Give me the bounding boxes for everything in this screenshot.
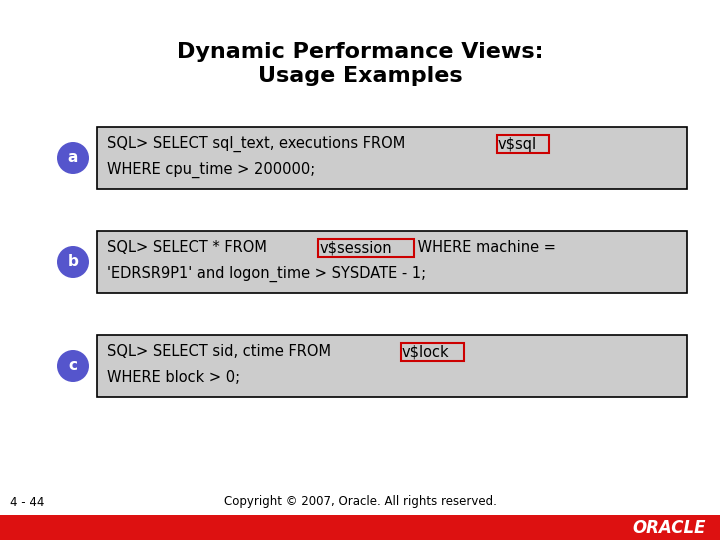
Text: v$lock: v$lock <box>402 345 449 360</box>
Text: c: c <box>68 359 78 374</box>
FancyBboxPatch shape <box>0 515 720 540</box>
FancyBboxPatch shape <box>497 135 549 153</box>
Text: Dynamic Performance Views:: Dynamic Performance Views: <box>176 42 544 62</box>
Text: SQL> SELECT sql_text, executions FROM: SQL> SELECT sql_text, executions FROM <box>107 136 410 152</box>
Circle shape <box>57 350 89 382</box>
Text: 4 - 44: 4 - 44 <box>10 496 45 509</box>
Text: v$sql: v$sql <box>498 137 537 152</box>
Text: SQL> SELECT * FROM: SQL> SELECT * FROM <box>107 240 271 255</box>
Text: SQL> SELECT sid, ctime FROM: SQL> SELECT sid, ctime FROM <box>107 345 336 360</box>
FancyBboxPatch shape <box>97 127 687 189</box>
Text: v$session: v$session <box>319 240 392 255</box>
Text: ORACLE: ORACLE <box>632 519 706 537</box>
Text: b: b <box>68 254 78 269</box>
Text: WHERE cpu_time > 200000;: WHERE cpu_time > 200000; <box>107 162 315 178</box>
Circle shape <box>57 142 89 174</box>
Text: Usage Examples: Usage Examples <box>258 66 462 86</box>
Text: 'EDRSR9P1' and logon_time > SYSDATE - 1;: 'EDRSR9P1' and logon_time > SYSDATE - 1; <box>107 266 426 282</box>
Text: Copyright © 2007, Oracle. All rights reserved.: Copyright © 2007, Oracle. All rights res… <box>224 496 496 509</box>
FancyBboxPatch shape <box>97 335 687 397</box>
FancyBboxPatch shape <box>401 343 464 361</box>
Circle shape <box>57 246 89 278</box>
FancyBboxPatch shape <box>97 231 687 293</box>
Text: WHERE block > 0;: WHERE block > 0; <box>107 370 240 386</box>
Text: WHERE machine =: WHERE machine = <box>413 240 556 255</box>
Text: a: a <box>68 151 78 165</box>
FancyBboxPatch shape <box>318 239 414 257</box>
